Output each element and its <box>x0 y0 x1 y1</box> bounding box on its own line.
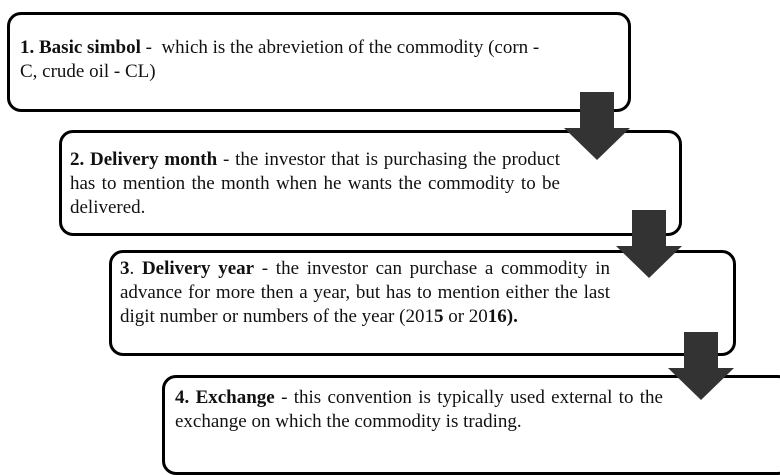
bold-text: 5 <box>433 306 444 327</box>
down-arrow <box>616 210 682 278</box>
step-text: 3. Delivery year - the investor can purc… <box>120 257 610 329</box>
bold-text: 16). <box>487 306 518 327</box>
down-arrow <box>668 332 734 400</box>
step-text: 4. Exchange - this convention is typical… <box>175 386 663 434</box>
text: - this convention is typically used exte… <box>175 387 668 432</box>
step-text: 2. Delivery month - the investor that is… <box>70 148 560 220</box>
bold-text: 3 <box>120 258 130 279</box>
text: - the investor can purchase a commodity … <box>120 258 615 327</box>
bold-text: 4. Exchange <box>175 387 275 408</box>
bold-text: Delivery year <box>141 258 255 279</box>
step-box <box>59 130 682 236</box>
down-arrow <box>564 92 630 160</box>
step-text: 1. Basic simbol - which is the abrevieti… <box>20 36 550 84</box>
text: . <box>129 258 142 279</box>
text: - which is the abrevietion of the commod… <box>20 37 544 82</box>
step-box <box>7 12 631 112</box>
text: or 20 <box>443 306 488 327</box>
bold-text: 1. Basic simbol <box>20 37 141 58</box>
step-box <box>109 250 736 356</box>
text: - the investor that is purchasing the pr… <box>70 149 565 218</box>
bold-text: 2. Delivery month <box>70 149 218 170</box>
